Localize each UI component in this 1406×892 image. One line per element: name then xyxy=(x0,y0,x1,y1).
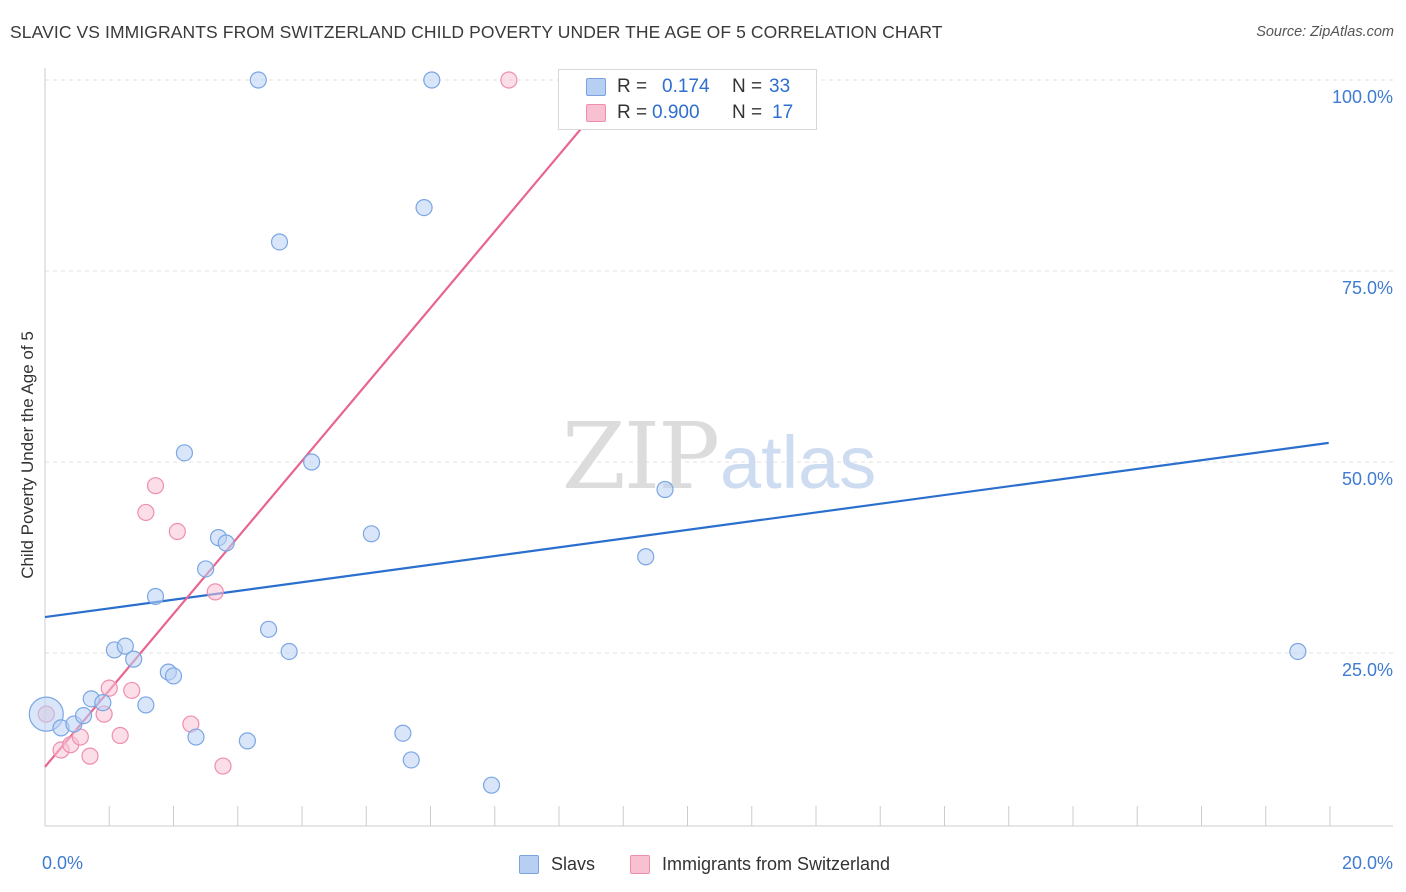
swiss-point xyxy=(168,522,186,541)
slavs-point xyxy=(656,480,674,499)
slavs-point xyxy=(238,732,256,750)
slavs-point xyxy=(1289,642,1307,661)
slavs-point xyxy=(362,525,380,543)
swiss-trend-line xyxy=(44,77,625,768)
stats-legend: R = 0.174 N = 33 R = 0.900 N = 17 xyxy=(558,69,817,130)
slavs-point xyxy=(415,198,433,217)
legend-item-slavs[interactable]: Slavs xyxy=(519,852,595,876)
x-tick-label: 0.0% xyxy=(42,853,83,873)
slavs-legend-label: Slavs xyxy=(551,853,596,874)
gridlines xyxy=(45,79,1393,654)
swiss-point xyxy=(100,679,118,697)
slavs-legend-swatch xyxy=(519,854,539,874)
n-label: N = xyxy=(732,76,763,97)
slavs-point xyxy=(280,642,298,661)
swiss-r-value: 0.900 xyxy=(652,102,700,123)
watermark-atlas: atlas xyxy=(720,421,876,504)
y-tick-label: 75.0% xyxy=(1342,278,1393,298)
slavs-point xyxy=(249,71,267,89)
swiss-swatch xyxy=(586,104,606,122)
swiss-point xyxy=(81,747,99,765)
swiss-point xyxy=(206,583,224,601)
slavs-point xyxy=(125,650,143,668)
slavs-point xyxy=(197,560,215,578)
swiss-point xyxy=(111,726,129,745)
y-tick-label: 25.0% xyxy=(1342,660,1393,680)
data-points xyxy=(28,71,1307,794)
swiss-point xyxy=(123,681,141,700)
chart-title: SLAVIC VS IMMIGRANTS FROM SWITZERLAND CH… xyxy=(10,22,943,42)
n-label: N = xyxy=(732,102,763,123)
axes xyxy=(44,68,1393,827)
legend-item-swiss[interactable]: Immigrants from Switzerland xyxy=(630,852,890,876)
swiss-point xyxy=(137,503,155,522)
slavs-point xyxy=(164,667,183,685)
slavs-point xyxy=(146,587,165,606)
slavs-n-value: 33 xyxy=(769,76,791,97)
slavs-point xyxy=(187,728,205,746)
slavs-point xyxy=(270,233,289,251)
swiss-point xyxy=(214,757,232,775)
slavs-point xyxy=(217,534,235,552)
slavs-point xyxy=(303,453,321,471)
swiss-point xyxy=(146,477,165,495)
slavs-point xyxy=(637,548,655,566)
trend-lines xyxy=(44,77,1329,768)
r-label: R = xyxy=(617,76,648,97)
y-tick-label: 100.0% xyxy=(1332,87,1393,107)
slavs-point xyxy=(94,694,112,712)
slavs-point xyxy=(137,696,155,714)
slavs-point xyxy=(394,724,412,742)
slavs-point xyxy=(402,751,420,769)
slavs-point xyxy=(74,707,93,725)
swiss-legend-swatch xyxy=(630,854,650,874)
source-note: Source: ZipAtlas.com xyxy=(1256,24,1394,40)
slavs-trend-line xyxy=(44,441,1329,619)
swiss-n-value: 17 xyxy=(772,102,794,123)
r-label: R = xyxy=(617,102,648,123)
watermark-zip: ZIP xyxy=(562,403,718,510)
tick-labels: 25.0% 50.0% 75.0% 100.0% 0.0% 20.0% xyxy=(42,87,1393,873)
swiss-point xyxy=(500,71,518,89)
slavs-point xyxy=(259,620,278,638)
slavs-point xyxy=(175,444,194,462)
slavs-swatch xyxy=(586,78,606,96)
slavs-point xyxy=(423,71,441,89)
x-tick-label: 20.0% xyxy=(1342,853,1393,873)
y-tick-label: 50.0% xyxy=(1342,469,1393,489)
slavs-point xyxy=(482,776,501,794)
slavs-r-value: 0.174 xyxy=(662,76,710,97)
watermark: ZIP atlas xyxy=(562,403,876,510)
slavs-point xyxy=(116,637,134,655)
swiss-legend-label: Immigrants from Switzerland xyxy=(662,853,891,874)
